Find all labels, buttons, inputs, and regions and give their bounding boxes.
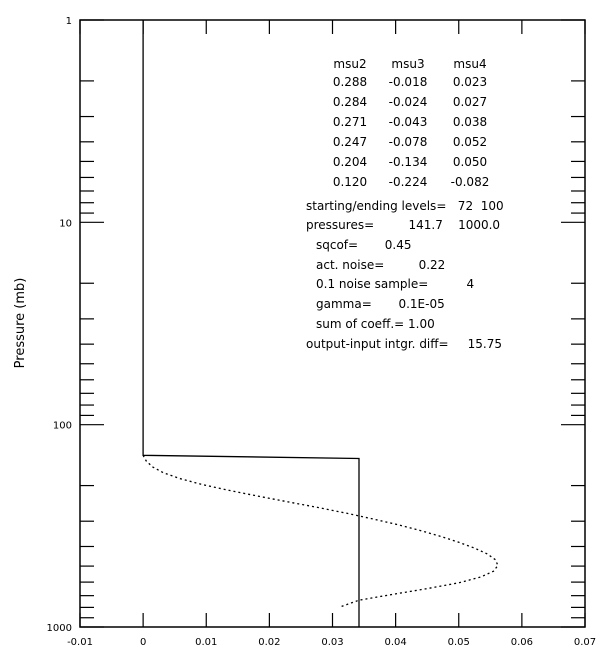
x-tick-label: 0 <box>140 637 146 648</box>
annotation-noise-sample: 0.1 noise sample= 4 <box>316 277 474 291</box>
x-tick-label: 0.04 <box>384 637 406 648</box>
stats-cell: -0.078 <box>389 135 428 149</box>
stats-cell: 0.288 <box>333 75 367 89</box>
stats-cell: 0.052 <box>453 135 487 149</box>
stats-cell: 0.038 <box>453 115 487 129</box>
stats-cell: -0.043 <box>389 115 428 129</box>
x-tick-label: 0.05 <box>448 637 470 648</box>
y-tick-label: 10 <box>59 218 72 229</box>
dotted-profile-line <box>142 454 499 609</box>
stats-cell: -0.018 <box>389 75 428 89</box>
annotation-coeff-sum: sum of coeff.= 1.00 <box>316 317 435 331</box>
x-tick-label: 0.06 <box>511 637 533 648</box>
stats-cell: 0.204 <box>333 155 367 169</box>
y-tick-label: 1000 <box>47 623 72 634</box>
stats-cell: -0.224 <box>389 175 428 189</box>
y-axis-ticks: 1 10 100 1000 <box>47 16 585 634</box>
stats-header-msu2: msu2 <box>333 57 366 71</box>
annotation-block: starting/ending levels= 72 100 pressures… <box>306 199 504 351</box>
stats-table: msu2 msu3 msu4 0.288 -0.018 0.023 0.284 … <box>333 57 490 189</box>
x-tick-label: 0.07 <box>574 637 596 648</box>
stats-header-msu3: msu3 <box>391 57 424 71</box>
x-tick-label: 0.02 <box>258 637 280 648</box>
annotation-pressures: pressures= 141.7 1000.0 <box>306 218 500 232</box>
x-tick-label: 0.03 <box>321 637 343 648</box>
x-tick-label: 0.01 <box>195 637 217 648</box>
x-axis-ticks: -0.01 0 0.01 0.02 0.03 0.04 0.05 0.06 0.07 <box>67 20 596 648</box>
y-tick-label: 100 <box>53 421 72 432</box>
stats-cell: 0.247 <box>333 135 367 149</box>
stats-cell: 0.284 <box>333 95 367 109</box>
stats-header-msu4: msu4 <box>453 57 486 71</box>
y-axis-label: Pressure (mb) <box>13 278 28 369</box>
stats-cell: 0.271 <box>333 115 367 129</box>
annotation-noise: act. noise= 0.22 <box>316 258 445 272</box>
stats-cell: 0.120 <box>333 175 367 189</box>
y-tick-label: 1 <box>66 16 72 27</box>
x-tick-label: -0.01 <box>67 637 93 648</box>
annotation-gamma: gamma= 0.1E-05 <box>316 297 445 311</box>
annotation-levels: starting/ending levels= 72 100 <box>306 199 504 213</box>
stats-cell: 0.027 <box>453 95 487 109</box>
stats-cell: 0.050 <box>453 155 487 169</box>
stats-cell: -0.082 <box>451 175 490 189</box>
stats-cell: -0.024 <box>389 95 428 109</box>
annotation-sqcof: sqcof= 0.45 <box>316 238 412 252</box>
series-layer <box>142 20 499 627</box>
stats-cell: -0.134 <box>389 155 428 169</box>
solid-profile-line <box>142 20 360 627</box>
annotation-intgr-diff: output-input intgr. diff= 15.75 <box>306 337 502 351</box>
stats-cell: 0.023 <box>453 75 487 89</box>
